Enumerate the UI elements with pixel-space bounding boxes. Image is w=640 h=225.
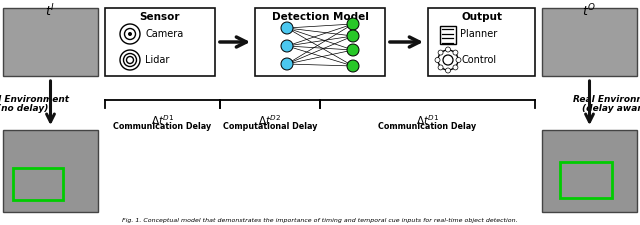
Circle shape	[347, 30, 359, 42]
Text: Lidar: Lidar	[145, 55, 170, 65]
Circle shape	[281, 58, 293, 70]
Bar	[428, 8, 535, 76]
Text: Output: Output	[461, 12, 502, 22]
Text: Control: Control	[462, 55, 497, 65]
Circle shape	[453, 65, 458, 70]
Text: $\Delta t^{D1}$: $\Delta t^{D1}$	[416, 113, 439, 127]
Text: Detection Model: Detection Model	[271, 12, 369, 22]
Text: $\Delta t^{D1}$: $\Delta t^{D1}$	[151, 113, 174, 127]
Text: $t^I$: $t^I$	[45, 3, 56, 20]
Circle shape	[438, 50, 443, 55]
Bar	[255, 8, 385, 76]
Circle shape	[445, 47, 451, 52]
Text: $t^O$: $t^O$	[582, 3, 596, 20]
Text: Camera: Camera	[145, 29, 183, 39]
Bar	[13, 168, 63, 200]
Bar	[440, 26, 456, 44]
Circle shape	[456, 58, 461, 63]
Text: Planner: Planner	[460, 29, 497, 39]
Circle shape	[128, 32, 132, 36]
Bar	[105, 8, 215, 76]
Circle shape	[347, 60, 359, 72]
Circle shape	[445, 68, 451, 73]
Bar	[542, 8, 637, 76]
Bar	[3, 8, 98, 76]
Bar	[560, 162, 612, 198]
Circle shape	[438, 65, 443, 70]
Circle shape	[435, 58, 440, 63]
Text: (no delay): (no delay)	[0, 104, 48, 113]
Text: Communication Delay: Communication Delay	[113, 122, 212, 131]
Circle shape	[453, 50, 458, 55]
Bar	[542, 130, 637, 212]
Text: Real Environment: Real Environment	[573, 95, 640, 104]
Circle shape	[281, 22, 293, 34]
Text: Ideal Environment: Ideal Environment	[0, 95, 69, 104]
Circle shape	[347, 44, 359, 56]
Bar	[3, 130, 98, 212]
Text: $\Delta t^{D2}$: $\Delta t^{D2}$	[259, 113, 282, 127]
Text: Fig. 1. Conceptual model that demonstrates the importance of timing and temporal: Fig. 1. Conceptual model that demonstrat…	[122, 218, 518, 223]
Circle shape	[281, 40, 293, 52]
Text: Sensor: Sensor	[140, 12, 180, 22]
Text: (delay aware): (delay aware)	[582, 104, 640, 113]
Text: Communication Delay: Communication Delay	[378, 122, 477, 131]
Circle shape	[347, 18, 359, 30]
Text: Computational Delay: Computational Delay	[223, 122, 317, 131]
